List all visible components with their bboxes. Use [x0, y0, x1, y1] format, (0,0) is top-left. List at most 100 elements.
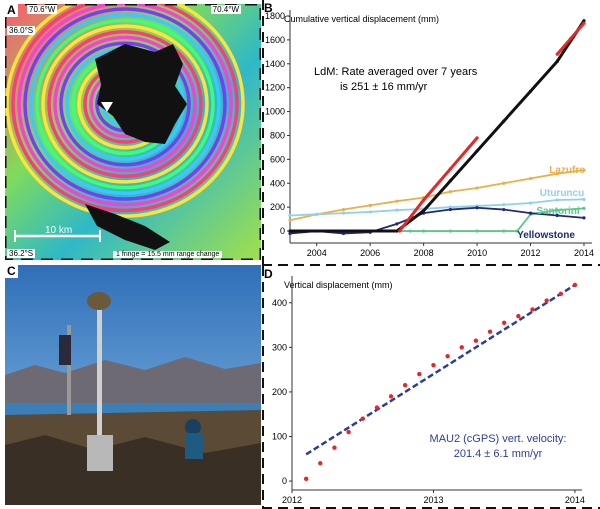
chart-b-point — [502, 119, 506, 123]
equipment-box — [87, 435, 113, 471]
corner-lat-top: 36.0°S — [7, 26, 36, 35]
fringe-ring — [47, 30, 203, 178]
chart-b-point — [582, 206, 586, 210]
chart-b-point — [395, 208, 399, 212]
fringe-ring — [35, 18, 215, 190]
fringe-ring — [17, 4, 233, 207]
chart-b-point — [395, 222, 399, 226]
chart-b-point — [475, 206, 479, 210]
chart-d-point — [516, 313, 521, 319]
chart-d-y-tick-label: 100 — [272, 432, 287, 442]
chart-b-point — [288, 229, 292, 233]
chart-d-point — [431, 362, 436, 368]
person-body — [185, 433, 203, 459]
chart-b-point — [341, 207, 346, 212]
chart-d-point — [332, 445, 337, 450]
chart-d-point — [459, 345, 464, 350]
fringe-ring — [59, 41, 191, 167]
chart-b-point — [315, 229, 319, 233]
chart-b-annotation-2: is 251 ± 16 mm/yr — [340, 81, 428, 93]
corner-lon-right: 70.4°W — [210, 5, 241, 14]
chart-b-point — [569, 37, 573, 41]
station-triangle-icon — [101, 102, 113, 112]
chart-b-point — [475, 186, 479, 190]
solar-panel-icon — [59, 335, 71, 365]
chart-b-legend-uturuncu: Uturuncu — [540, 188, 584, 199]
chart-d-point — [572, 282, 578, 288]
chart-b-y-tick-label: 200 — [270, 202, 285, 212]
chart-b-point — [582, 216, 586, 220]
chart-b-point — [341, 211, 346, 215]
chart-b-point — [448, 190, 452, 194]
solar-pole — [67, 325, 71, 415]
chart-b-point — [582, 168, 586, 172]
chart-b-point — [582, 21, 586, 25]
fringe-ring — [29, 12, 221, 196]
chart-b-point — [315, 212, 319, 216]
chart-b-point — [582, 197, 586, 201]
chart-d-point — [374, 405, 380, 410]
chart-b-point — [555, 59, 559, 63]
chart-b-point — [408, 229, 412, 233]
chart-b-point — [288, 213, 292, 218]
chart-b-point — [555, 172, 559, 176]
lake-south-shape — [85, 204, 170, 250]
chart-b-series-yellowstone — [289, 206, 585, 235]
chart-b-x-tick-label: 2004 — [307, 248, 327, 258]
chart-b-svg: B Cumulative vertical displacement (mm) … — [262, 0, 600, 266]
panel-b-chart: B Cumulative vertical displacement (mm) … — [262, 0, 600, 266]
field-photo — [5, 265, 261, 505]
chart-d-point — [473, 338, 479, 343]
corner-lat-bottom: 36.2°S — [7, 249, 36, 258]
chart-b-legend-santorini: Santorini — [536, 206, 580, 217]
panel-d-chart: D Vertical displacement (mm) MAU2 (cGPS)… — [262, 266, 600, 509]
chart-d-x-tick-label: 2013 — [423, 495, 443, 505]
chart-b-point — [502, 229, 506, 233]
chart-b-point — [422, 209, 426, 213]
chart-d-y-tick-label: 300 — [272, 342, 287, 352]
chart-d-fit-line — [305, 283, 576, 456]
chart-b-y-tick-label: 400 — [270, 178, 285, 188]
chart-b-y-tick-label: 1600 — [265, 35, 285, 45]
chart-b-point — [448, 229, 452, 233]
chart-d-x-tick-label: 2012 — [282, 495, 302, 505]
chart-b-x-tick-label: 2010 — [467, 248, 487, 258]
chart-b-y-tick-label: 1800 — [265, 11, 285, 21]
panel-d-label: D — [264, 267, 273, 281]
chart-b-point — [582, 19, 586, 23]
chart-b-point — [368, 229, 372, 233]
chart-b-point — [528, 201, 533, 205]
chart-b-point — [341, 231, 346, 236]
chart-b-x-tick-label: 2012 — [521, 248, 541, 258]
fringe-ring — [11, 4, 239, 213]
chart-b-y-tick-label: 1400 — [265, 59, 285, 69]
chart-d-y-tick-label: 400 — [272, 298, 287, 308]
panel-a-interferogram: A 70.6°W 70.4°W 36.0°S 36.2°S 10 km 1 fr… — [5, 4, 261, 260]
scale-bar-label: 10 km — [45, 225, 73, 236]
chart-b-series-trend-4 — [290, 19, 586, 233]
chart-b-point — [448, 167, 452, 171]
chart-b-point — [475, 229, 479, 233]
chart-b-y-tick-label: 600 — [270, 154, 285, 164]
chart-d-point — [303, 476, 309, 482]
gps-antenna-icon — [87, 292, 111, 310]
chart-b-point — [288, 231, 292, 236]
corner-lon-left: 70.6°W — [27, 5, 58, 14]
chart-b-point — [502, 203, 506, 207]
fringe-ring — [5, 4, 245, 218]
chart-b-point — [341, 229, 346, 233]
chart-b-point — [422, 229, 426, 233]
chart-d-point — [388, 394, 394, 399]
chart-b-point — [555, 213, 559, 218]
chart-b-point — [502, 207, 506, 212]
chart-b-point — [448, 207, 452, 212]
chart-d-title: Vertical displacement (mm) — [284, 280, 393, 290]
chart-b-point — [448, 179, 452, 183]
chart-b-x-tick-label: 2008 — [414, 248, 434, 258]
chart-d-point — [402, 383, 408, 388]
chart-b-annotation-1: LdM: Rate averaged over 7 years — [314, 66, 478, 78]
interferogram-map — [5, 4, 261, 260]
chart-d-point — [487, 329, 493, 334]
chart-b-y-tick-label: 1200 — [265, 83, 285, 93]
chart-b-y-tick-label: 800 — [270, 130, 285, 140]
